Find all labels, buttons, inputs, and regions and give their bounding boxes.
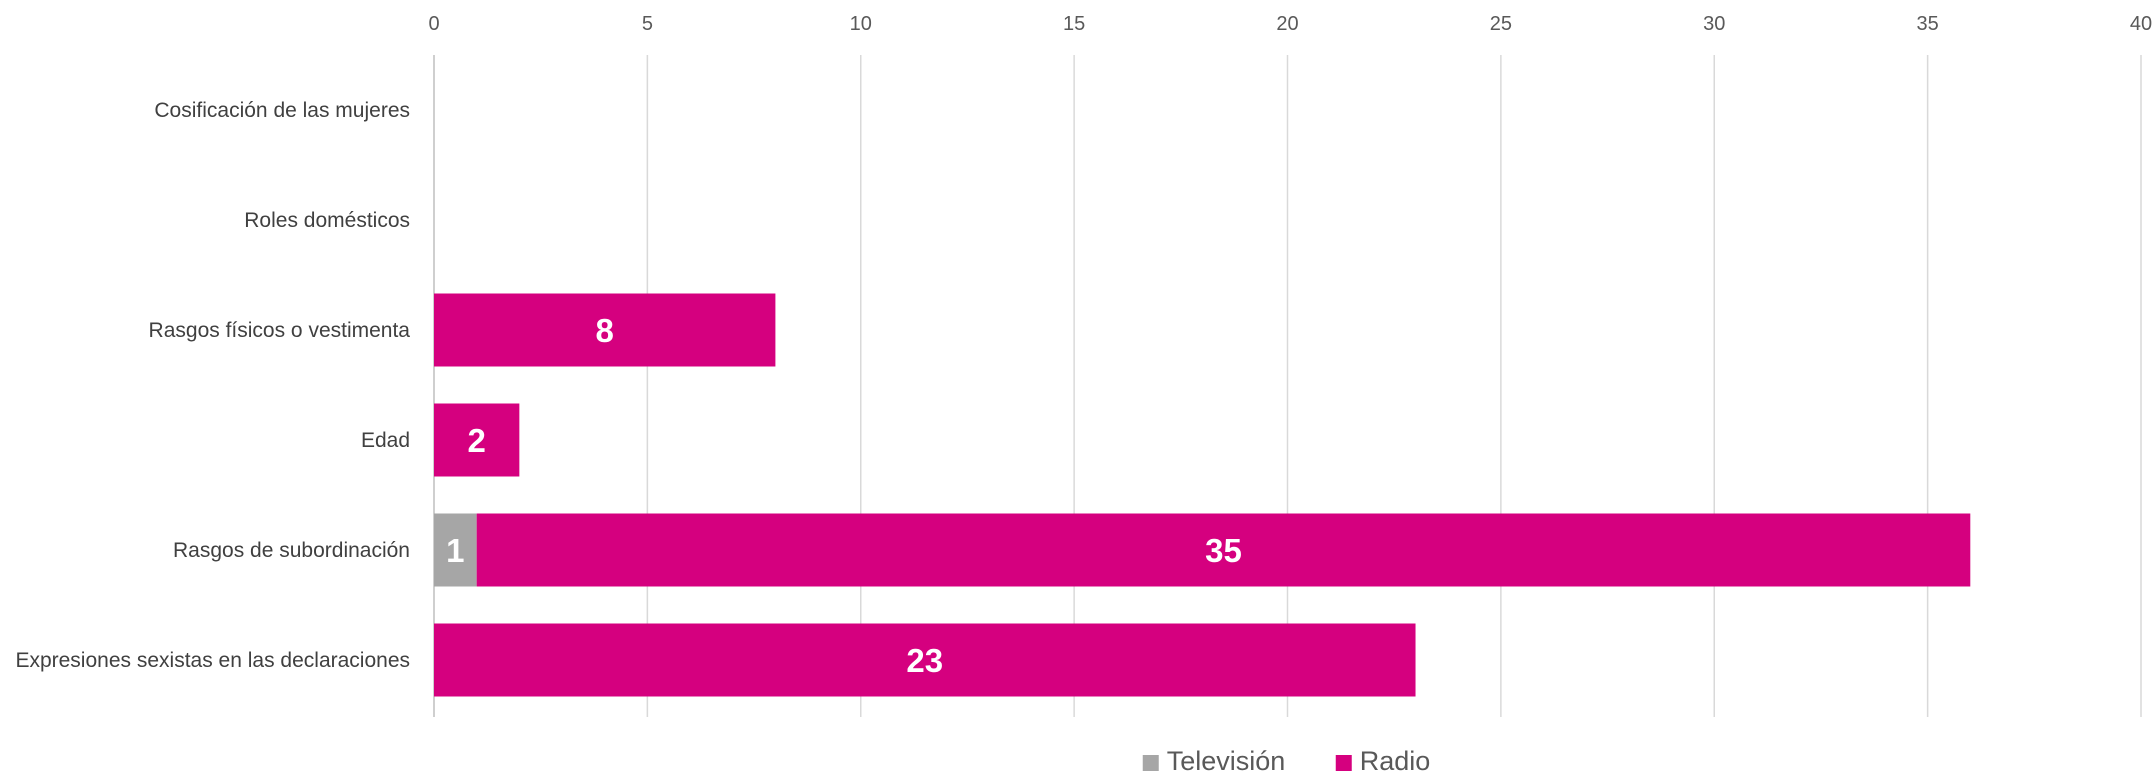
data-labels: 8 2 1 35 23 xyxy=(446,312,1242,679)
bar-segment xyxy=(434,403,520,477)
x-tick-label: 40 xyxy=(2130,13,2152,35)
x-tick-label: 30 xyxy=(1703,13,1725,35)
x-tick-label: 15 xyxy=(1063,13,1085,35)
x-tick-label: 0 xyxy=(428,13,439,35)
category-label: Expresiones sexistas en las declaracione… xyxy=(15,649,410,672)
legend-swatch xyxy=(1335,755,1352,771)
bar-segment xyxy=(476,513,1971,587)
data-label: 2 xyxy=(467,422,485,459)
x-tick-label: 5 xyxy=(642,13,653,35)
category-label: Roles domésticos xyxy=(244,209,410,232)
legend-label: Radio xyxy=(1360,746,1431,776)
bars xyxy=(434,293,1971,697)
legend-label: Televisión xyxy=(1167,746,1286,776)
x-tick-label: 25 xyxy=(1490,13,1512,35)
legend: Televisión Radio xyxy=(1142,746,1431,776)
data-label: 8 xyxy=(596,312,614,349)
data-label: 35 xyxy=(1205,532,1242,569)
gridlines xyxy=(433,55,2142,717)
x-axis-tick-labels: 0 5 10 15 20 25 30 35 40 xyxy=(428,13,2152,35)
bar-segment xyxy=(434,513,477,587)
data-label: 23 xyxy=(906,642,943,679)
bar-segment xyxy=(434,623,1416,697)
category-labels: Cosificación de las mujeres Roles domésti… xyxy=(15,99,410,672)
x-tick-label: 20 xyxy=(1276,13,1298,35)
data-label: 1 xyxy=(446,532,464,569)
legend-swatch xyxy=(1142,755,1159,771)
category-label: Cosificación de las mujeres xyxy=(154,99,410,122)
category-label: Rasgos de subordinación xyxy=(173,539,410,562)
category-label: Edad xyxy=(361,429,410,452)
category-label: Rasgos físicos o vestimenta xyxy=(149,319,411,342)
bar-segment xyxy=(434,293,776,367)
x-tick-label: 35 xyxy=(1917,13,1939,35)
x-tick-label: 10 xyxy=(850,13,872,35)
